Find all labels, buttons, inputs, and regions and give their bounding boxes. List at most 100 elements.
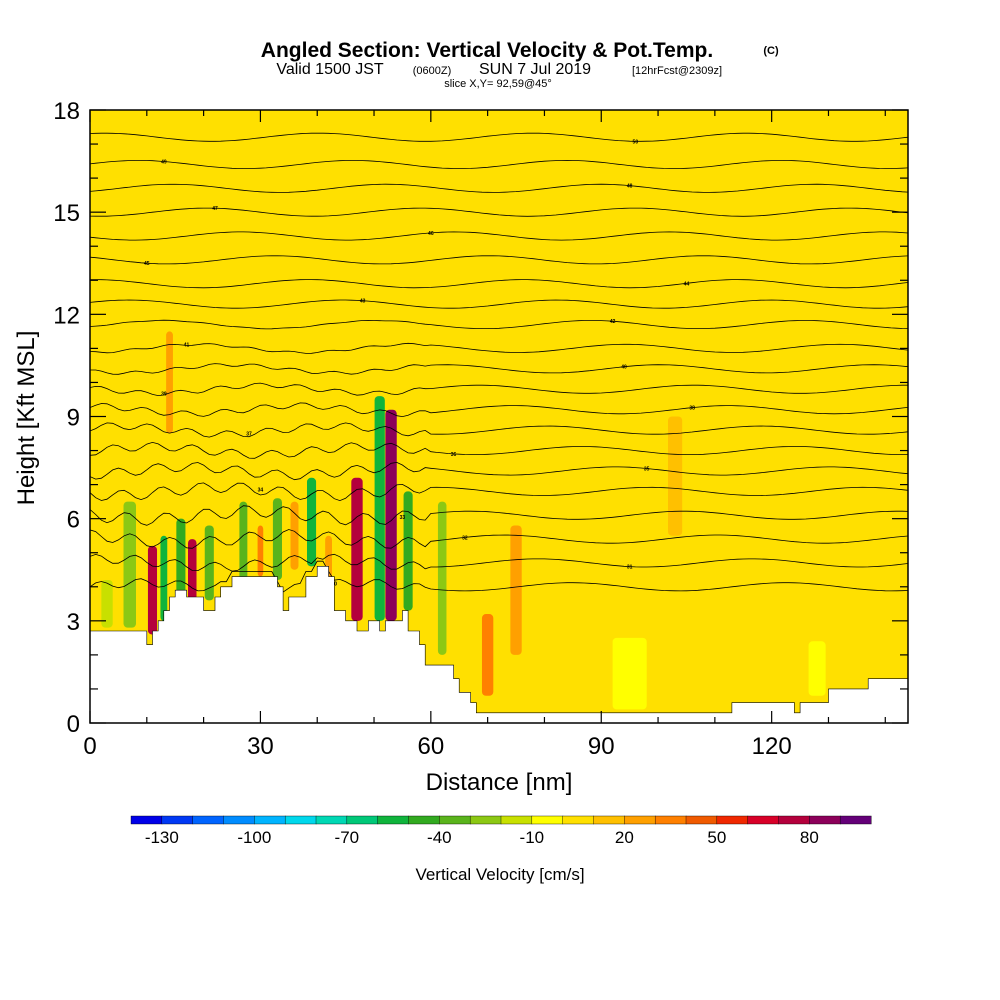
contour-label: 33 [400, 515, 406, 521]
colorbar-swatch [377, 815, 409, 825]
theta-contour [90, 159, 908, 170]
colorbar-swatch [254, 815, 286, 825]
colorbar-swatch [809, 815, 841, 825]
contour-label: 34 [258, 488, 264, 494]
velocity-cell [667, 416, 683, 536]
colorbar-swatch [839, 815, 872, 825]
colorbar-swatch [130, 815, 163, 825]
x-axis-label: Distance [nm] [426, 769, 573, 796]
theta-contour [90, 553, 908, 572]
colorbar-swatch [593, 815, 625, 825]
colorbar-tick-label: 50 [707, 828, 726, 847]
theta-contour [90, 255, 908, 265]
title-utc: (0600Z) [413, 65, 452, 77]
colorbar-tick-label: -100 [237, 828, 271, 847]
theta-contour [90, 461, 908, 481]
contour-label: 38 [689, 406, 695, 412]
theta-contour [90, 279, 908, 289]
y-tick-label: 9 [67, 405, 80, 432]
contour-label: 37 [246, 431, 252, 437]
colorbar-tick-label: 80 [800, 828, 819, 847]
colorbar-tick-label: -70 [335, 828, 360, 847]
x-tick-label: 60 [417, 733, 444, 760]
title-slice: slice X,Y= 92,59@45° [444, 78, 552, 90]
colorbar-swatch [408, 815, 440, 825]
velocity-cell [257, 525, 264, 577]
colorbar-swatch [346, 815, 379, 825]
x-tick-label: 90 [588, 733, 615, 760]
velocity-cell [123, 501, 137, 628]
theta-contours: 3031323334353637383940414243444546474849… [90, 132, 908, 593]
contour-label: 43 [360, 299, 366, 305]
contour-label: 50 [633, 139, 639, 145]
theta-contour [90, 505, 908, 526]
y-tick-label: 15 [53, 200, 80, 227]
plot-area: 3031323334353637383940414243444546474849… [90, 110, 908, 723]
velocity-cell [166, 331, 173, 434]
colorbar-swatch [315, 815, 348, 825]
colorbar-swatch [562, 815, 595, 825]
theta-contour [90, 183, 908, 193]
title-forecast: [12hrFcst@2309z] [632, 65, 722, 77]
contour-label: 46 [428, 231, 434, 237]
theta-contour [90, 482, 908, 502]
colorbar-tick-label: -130 [145, 828, 179, 847]
colorbar: -130 -100 -70 -40 -10 20 50 80 [130, 815, 872, 847]
theta-contour [90, 319, 908, 330]
colorbar-swatch [284, 815, 317, 825]
colorbar-swatch [192, 815, 225, 825]
x-tick-label: 120 [752, 733, 792, 760]
colorbar-swatch [747, 815, 780, 825]
contour-label: 39 [161, 391, 167, 397]
velocity-cell [176, 518, 186, 601]
velocity-cell [808, 641, 826, 696]
velocity-cell [306, 477, 317, 567]
velocity-cell [290, 501, 299, 570]
title-main: Angled Section: Vertical Velocity & Pot.… [261, 39, 713, 62]
contour-label: 31 [627, 565, 633, 571]
y-tick-label: 6 [67, 507, 80, 534]
velocity-cell [272, 498, 283, 580]
theta-contour [90, 382, 908, 397]
colorbar-swatch [685, 815, 718, 825]
colorbar-label: Vertical Velocity [cm/s] [415, 865, 584, 884]
velocity-cell [351, 477, 363, 621]
theta-contour [90, 299, 908, 309]
y-tick-label: 18 [53, 98, 80, 125]
theta-contour [90, 231, 908, 241]
theta-contour [90, 207, 908, 217]
title-unit: (C) [763, 45, 779, 57]
theta-contour [90, 422, 908, 438]
colorbar-swatch [624, 815, 656, 825]
contour-label: 35 [644, 466, 650, 472]
velocity-cell [612, 637, 647, 710]
colorbar-swatch [161, 815, 194, 825]
chart-title: Angled Section: Vertical Velocity & Pot.… [261, 39, 779, 90]
colorbar-tick-label: -40 [427, 828, 452, 847]
contour-label: 45 [144, 261, 150, 267]
colorbar-swatch [531, 815, 564, 825]
velocity-cell [510, 525, 522, 655]
x-tick-label: 0 [83, 733, 96, 760]
colorbar-swatch [778, 815, 810, 825]
contour-label: 32 [462, 535, 468, 541]
colorbar-swatch [439, 815, 471, 825]
y-tick-label: 3 [67, 609, 80, 636]
colorbar-swatch [469, 815, 502, 825]
velocity-cell [385, 409, 397, 621]
theta-contour [90, 441, 908, 459]
velocity-cell [239, 501, 248, 580]
colorbar-swatch [223, 815, 255, 825]
theta-contour [90, 132, 908, 142]
y-tick-label: 12 [53, 302, 80, 329]
velocity-cell [187, 539, 197, 601]
colorbar-swatch [654, 815, 687, 825]
title-date: SUN 7 Jul 2019 [479, 61, 591, 78]
contour-label: 44 [684, 281, 690, 287]
title-valid: Valid 1500 JST [276, 61, 384, 78]
contour-label: 49 [161, 159, 167, 165]
contour-label: 47 [212, 206, 218, 212]
velocity-cell [403, 491, 413, 611]
